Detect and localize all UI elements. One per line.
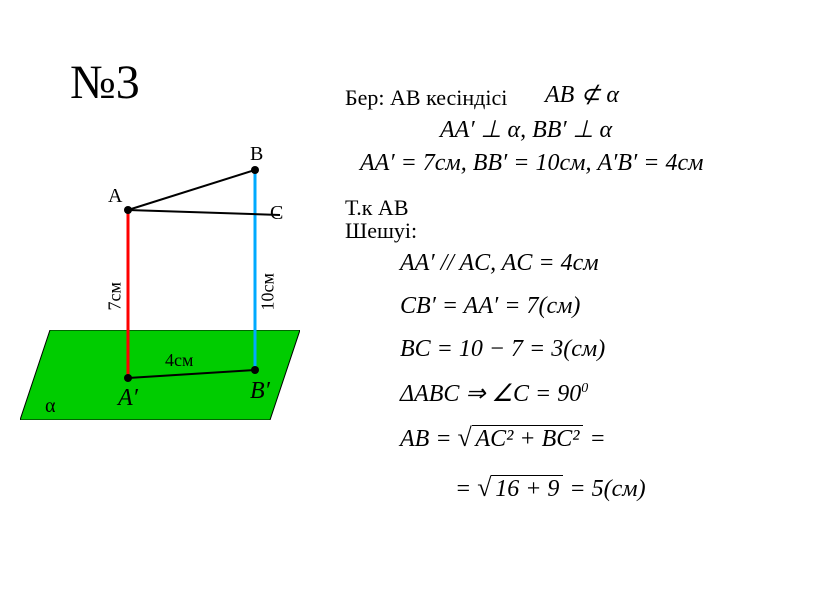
label-ap: A′ [118,385,138,412]
sol-5-pre: AB = [400,426,458,452]
formula-lengths: AA′ = 7см, BB′ = 10см, A′B′ = 4см [360,150,703,177]
sol-6-post: = 5(см) [563,476,645,502]
point-ap [124,374,132,382]
label-a: A [108,185,122,208]
sol-4: ΔABC ⇒ ∠C = 900 [400,379,588,408]
sol-1: AA′ // AC, AC = 4см [400,250,599,277]
sol-5: AB = AC² + BC² = [400,425,606,453]
label-c: C [270,202,283,225]
point-b [251,166,259,174]
label-alpha: α [45,395,55,418]
label-b: B [250,143,263,166]
diagram-lines [20,160,340,440]
sol-6-sqrt: 16 + 9 [491,475,563,503]
formula-perp: AA′ ⊥ α, BB′ ⊥ α [440,115,612,144]
dim-10cm: 10см [258,273,279,310]
label-bp: B′ [250,378,270,405]
formula-ab-not-in-alpha: AB ⊄ α [545,80,619,109]
sol-2: CB′ = AA′ = 7(см) [400,293,580,320]
sol-5-sqrt: AC² + BC² [472,425,584,453]
geometry-diagram: A B C A′ B′ α 7см 10см 4см [20,160,340,440]
solution-label: Шешуі: [345,218,417,244]
sol-3: BC = 10 − 7 = 3(см) [400,336,605,363]
dim-7cm: 7см [105,282,126,310]
point-a [124,206,132,214]
sol-4-main: ΔABC ⇒ ∠C = 90 [400,381,581,407]
sol-6: = 16 + 9 = 5(см) [455,475,646,503]
given-text: Бер: АВ кесіндісі [345,85,507,111]
problem-number: №3 [70,55,140,110]
point-bp [251,366,259,374]
sol-6-pre: = [455,476,477,502]
dim-4cm: 4см [165,350,193,371]
sol-5-post: = [583,426,605,452]
sol-4-sup: 0 [581,381,588,396]
